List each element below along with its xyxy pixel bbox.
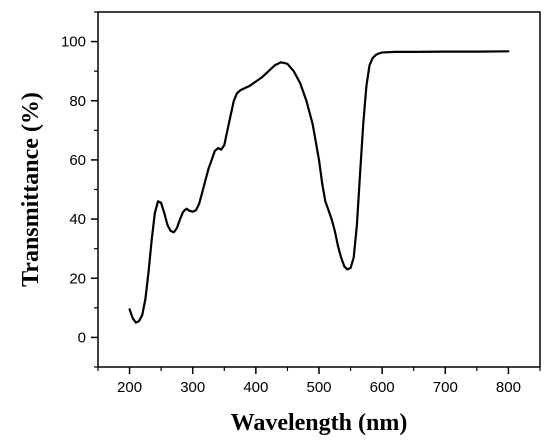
x-tick-label-300: 300 [180,379,205,396]
y-tick-label-100: 100 [61,34,86,51]
ticks-layer: 200 300 400 500 600 700 800 0 20 40 60 80 100 [61,11,541,396]
x-tick-label-400: 400 [243,379,268,396]
y-tick-label-0: 0 [78,329,86,346]
transmittance-curve [128,50,510,324]
x-tick-label-200: 200 [117,379,142,396]
y-tick-label-40: 40 [69,211,86,228]
plot-frame [97,11,541,368]
x-tick-label-600: 600 [370,379,395,396]
y-tick-label-20: 20 [69,270,86,287]
x-tick-label-500: 500 [306,379,331,396]
x-tick-label-700: 700 [433,379,458,396]
y-tick-label-60: 60 [69,152,86,169]
x-axis-label: Wavelength (nm) [231,410,408,436]
y-axis-label: Transmittance (%) [18,92,44,287]
x-tick-label-800: 800 [496,379,521,396]
y-tick-label-80: 80 [69,93,86,110]
